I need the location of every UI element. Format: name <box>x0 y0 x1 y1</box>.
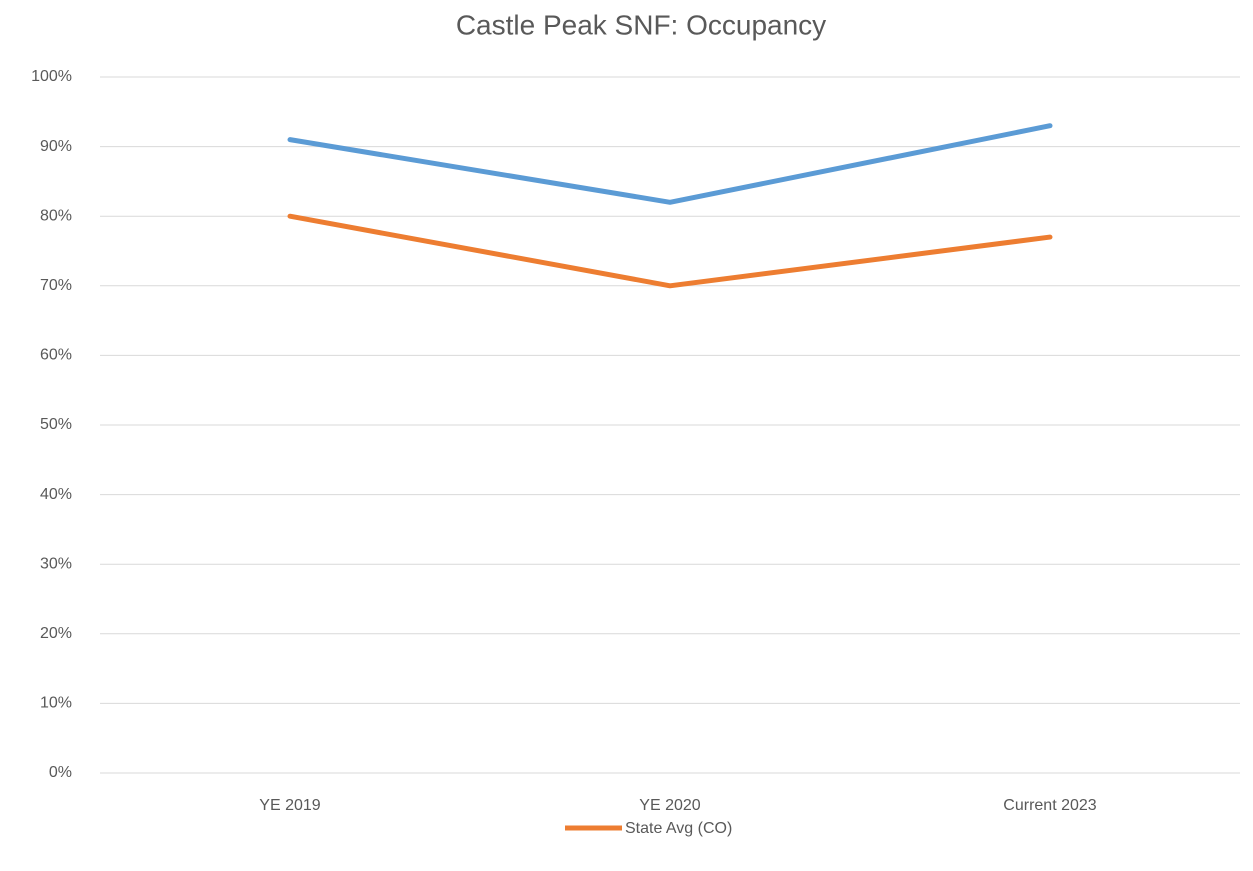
series-line <box>287 213 1053 289</box>
x-tick-label: Current 2023 <box>1003 797 1096 814</box>
y-tick-label: 100% <box>31 68 72 85</box>
y-tick-label: 70% <box>40 277 72 294</box>
y-tick-label: 50% <box>40 416 72 433</box>
x-tick-label: YE 2020 <box>639 797 700 814</box>
y-tick-label: 20% <box>40 625 72 642</box>
y-tick-label: 40% <box>40 486 72 503</box>
chart-title: Castle Peak SNF: Occupancy <box>456 9 826 40</box>
y-tick-label: 0% <box>49 764 72 781</box>
legend-label: State Avg (CO) <box>625 820 732 837</box>
y-tick-label: 60% <box>40 347 72 364</box>
y-tick-label: 30% <box>40 555 72 572</box>
series-line <box>287 123 1053 205</box>
y-tick-label: 10% <box>40 695 72 712</box>
y-tick-label: 90% <box>40 138 72 155</box>
x-tick-label: YE 2019 <box>259 797 320 814</box>
y-tick-label: 80% <box>40 207 72 224</box>
